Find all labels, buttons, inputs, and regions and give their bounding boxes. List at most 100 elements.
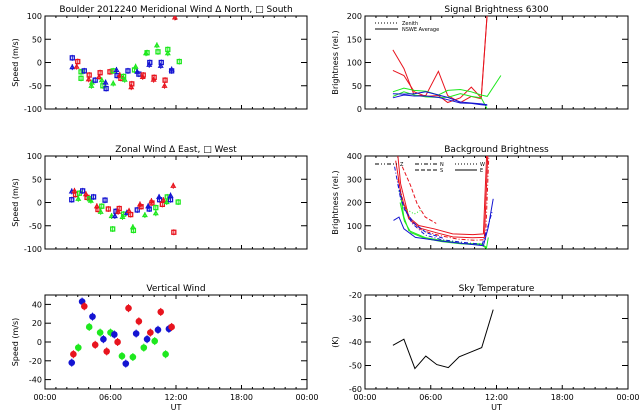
x-tick-label: 18:00 [551,393,574,402]
data-point-square [107,69,113,75]
chart-title: Signal Brightness 6300 [444,5,548,15]
legend-label: NSWE Average [402,27,439,33]
x-tick-label: 06:00 [99,393,122,402]
data-point-triangle [164,49,171,56]
data-point-square [168,68,175,74]
data-point-square [99,203,105,209]
data-point [157,308,165,316]
data-point-square [167,197,174,203]
data-point [89,313,96,320]
data-point-triangle [115,208,122,214]
data-point [74,344,82,351]
y-tick-label: 200 [347,12,362,21]
data-point [91,341,99,349]
data-point-square [156,197,163,203]
legend-label: W [480,162,485,168]
panel-zonal: Zonal Wind Δ East, □ West 100 50 0 -50 -100 Sp… [11,145,308,254]
data-point [154,326,162,334]
y-tick-label: 0 [37,199,42,208]
series-line [397,156,490,241]
chart-title: Zonal Wind Δ East, □ West [115,145,237,155]
data-point-square [175,199,181,205]
y-tick-label: 20 [32,319,42,328]
data-point-triangle [153,42,160,48]
data-point-triangle [96,73,103,80]
data-point-triangle [110,80,117,86]
plot-area [68,297,175,368]
y-axis-label: Speed (m/s) [11,178,20,227]
x-axis-label: UT [491,403,502,412]
chart-title: Vertical Wind [146,284,205,294]
panel-signal: Signal Brightness 6300 200 150 100 50 0 Bright… [331,5,629,114]
y-tick-label: 50 [32,35,42,44]
data-point-triangle [160,196,167,203]
series-line [392,75,502,97]
legend-label: Zenith [402,21,418,27]
y-tick-label: 100 [347,222,362,231]
data-point [122,360,130,367]
data-point-triangle [111,212,118,219]
x-axis-label: UT [171,403,182,412]
chart-title: Background Brightness [444,145,549,155]
data-point-square [159,201,166,208]
y-tick-label: 0 [37,338,42,347]
data-point [129,353,137,361]
data-point [140,344,148,351]
data-point-square [149,200,155,206]
data-point-square [69,197,75,203]
series-line [392,91,488,106]
data-point-square [128,211,134,218]
plot-frame [364,155,629,250]
data-point-triangle [128,83,135,90]
data-point [162,350,169,358]
data-point [103,348,110,355]
data-point-square [130,227,137,234]
panel-skytemp: Sky Temperature 00:00 06:00 12:00 18:00 00:00… [331,284,640,412]
y-tick-label: 100 [27,152,42,161]
y-tick-label: 0 [357,105,362,114]
data-point [111,331,118,338]
legend-label: E [480,168,483,174]
y-tick-label: -50 [349,362,362,371]
data-point-square [125,68,131,74]
data-point-triangle [75,195,82,201]
y-tick-label: -30 [349,315,362,324]
y-tick-label: -20 [29,357,42,366]
data-point-square [171,229,177,235]
data-point-square [78,69,84,75]
x-tick-label: 00:00 [33,393,56,402]
y-tick-label: 200 [347,199,362,208]
series-line [397,156,488,236]
data-point-triangle [171,16,178,20]
plot-area [68,182,181,236]
data-point-triangle [98,76,105,83]
y-tick-label: 0 [357,245,362,254]
data-point-triangle [161,82,168,88]
data-point-triangle [145,203,152,209]
data-point-triangle [87,197,94,203]
y-tick-label: 100 [347,59,362,68]
y-tick-label: -100 [24,105,42,114]
x-tick-label: 00:00 [353,393,376,402]
panel-background: Background Brightness 400 300 200 100 0 Bright… [331,145,629,254]
data-point-triangle [121,76,128,82]
y-tick-label: 0 [37,59,42,68]
data-point [118,352,126,360]
data-point-triangle [73,63,80,69]
series-line [392,309,494,370]
data-point [70,350,77,358]
y-tick-label: 300 [347,175,362,184]
y-tick-label: -100 [24,245,42,254]
y-tick-label: 150 [347,35,362,44]
data-point [151,337,159,345]
data-point-square [105,206,111,212]
data-point [85,323,93,331]
data-point-square [153,204,159,211]
x-tick-label: 12:00 [485,393,508,402]
data-point-triangle [152,209,159,216]
x-tick-label: 18:00 [230,393,253,402]
legend-label: N [440,162,444,168]
data-point-triangle [157,62,164,68]
y-tick-label: 40 [32,300,42,309]
x-tick-label: 00:00 [616,393,639,402]
